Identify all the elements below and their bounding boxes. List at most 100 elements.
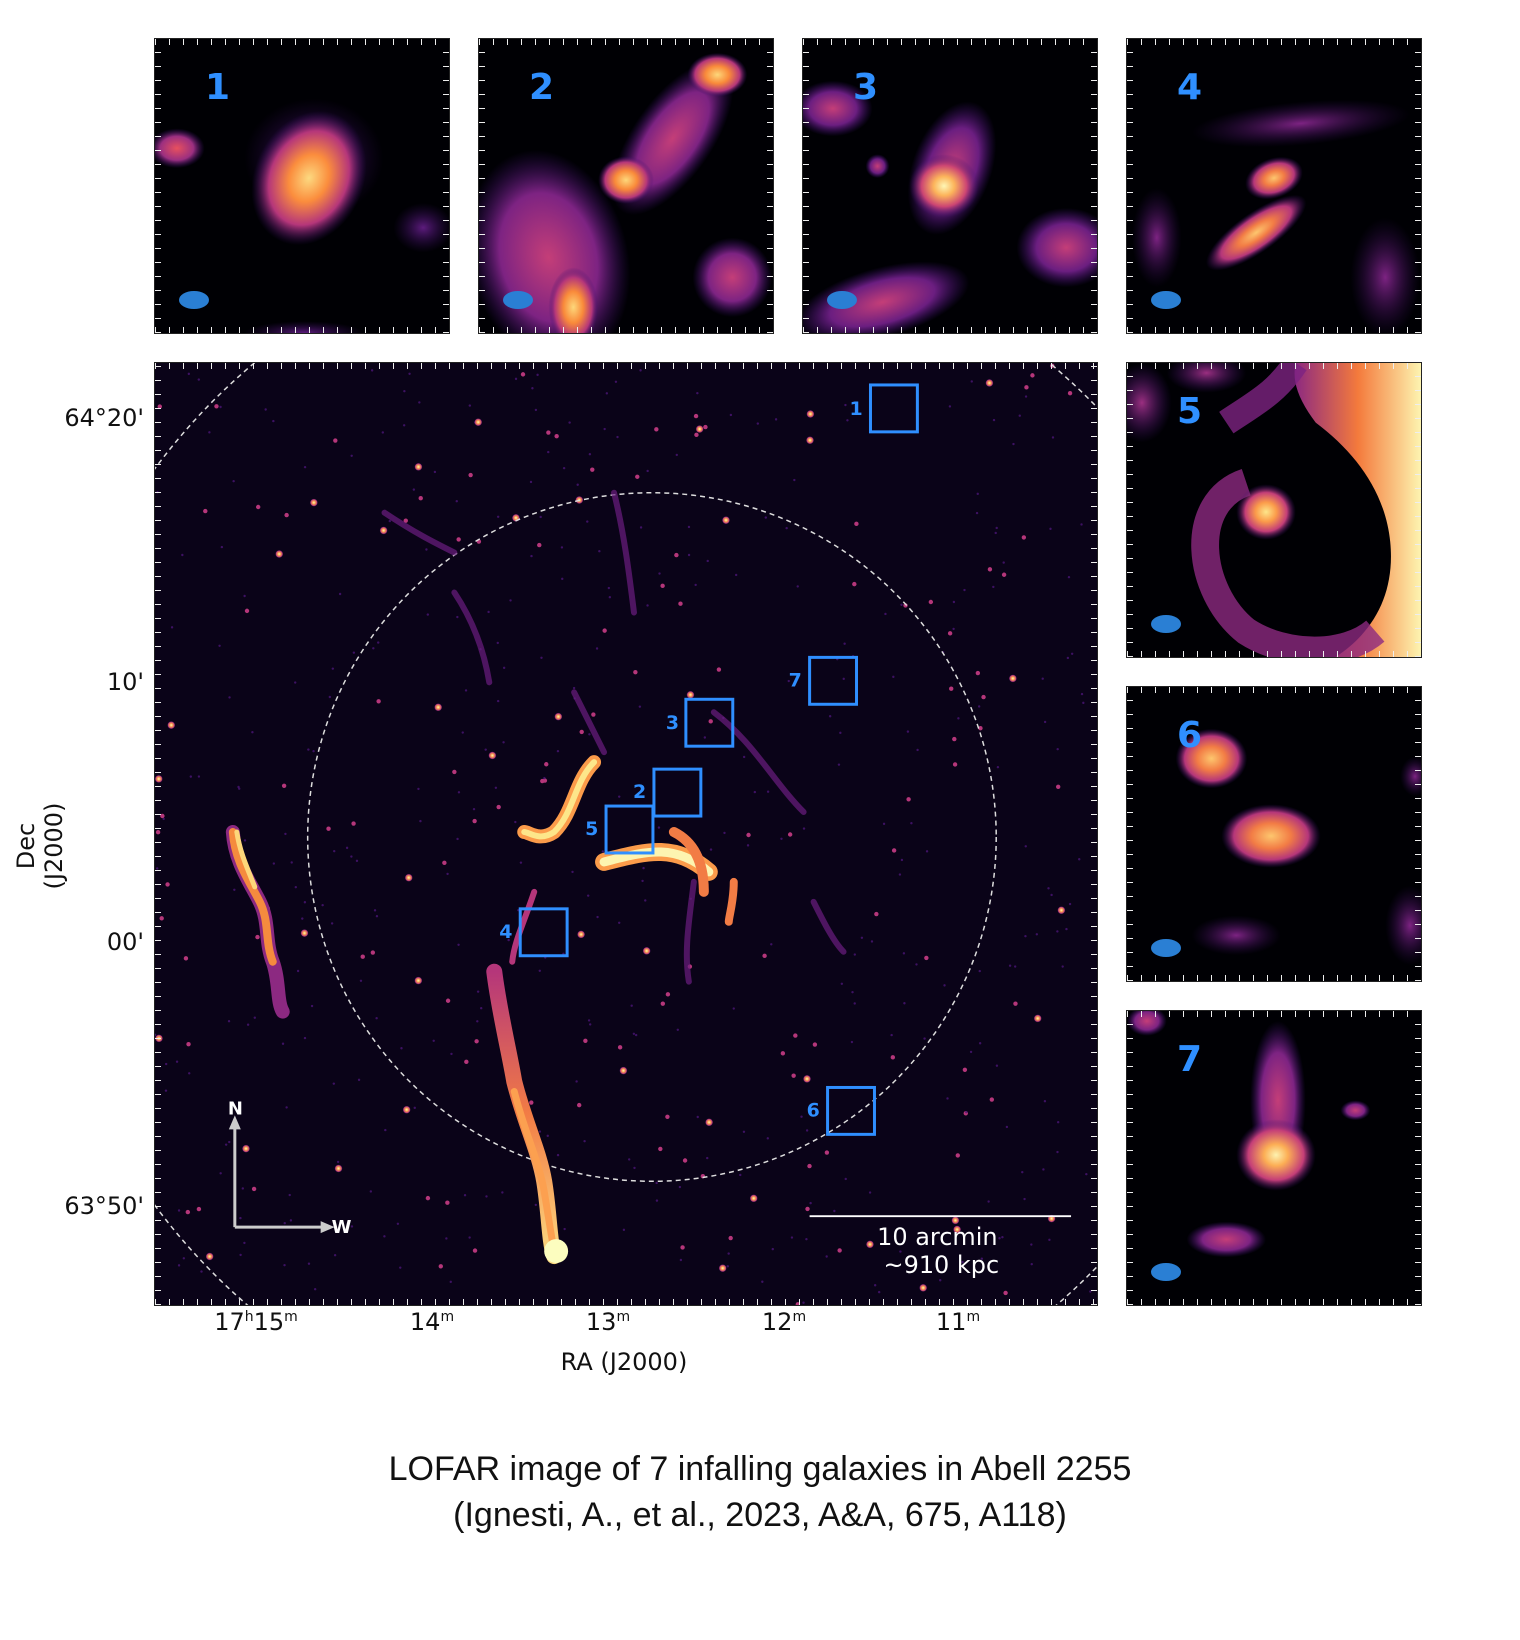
point-source	[1056, 747, 1059, 751]
point-source	[1051, 436, 1055, 439]
point-source	[660, 583, 665, 589]
point-source	[577, 1102, 582, 1108]
point-source	[995, 526, 998, 530]
point-source	[496, 699, 500, 703]
point-source	[947, 631, 953, 636]
point-source	[576, 483, 579, 486]
compass-north-label: N	[228, 1098, 243, 1119]
point-source	[197, 378, 201, 381]
target-box-1[interactable]	[868, 383, 919, 434]
point-source	[228, 1140, 231, 1144]
point-source	[185, 1209, 191, 1215]
point-source	[157, 404, 162, 409]
point-source	[402, 1105, 411, 1114]
point-source	[238, 787, 241, 790]
point-source	[399, 1266, 402, 1269]
point-source	[438, 1264, 443, 1269]
point-source	[1048, 1238, 1051, 1242]
point-source	[457, 943, 460, 946]
point-source	[617, 1045, 623, 1050]
target-box-6[interactable]	[826, 1085, 876, 1136]
figure-caption-reference: (Ignesti, A., et al., 2023, A&A, 675, A1…	[453, 1496, 1067, 1534]
point-source	[591, 712, 596, 717]
point-source	[402, 424, 406, 427]
point-source	[766, 1137, 769, 1140]
inset-panel-3: 3	[802, 38, 1098, 334]
point-source	[155, 830, 161, 835]
point-source	[598, 550, 601, 553]
point-source	[156, 491, 159, 494]
inset-label-6: 6	[1177, 715, 1203, 756]
point-source	[806, 410, 815, 418]
point-source	[300, 929, 309, 938]
target-box-5[interactable]	[604, 804, 655, 855]
point-source	[355, 859, 359, 863]
point-source	[502, 666, 506, 670]
point-source	[350, 1225, 354, 1228]
point-source	[1055, 784, 1061, 789]
point-source	[780, 837, 783, 840]
point-source	[919, 1283, 928, 1292]
point-source	[837, 763, 841, 766]
point-source	[995, 1064, 999, 1067]
point-source	[164, 1089, 168, 1092]
point-source	[638, 705, 642, 708]
point-source	[543, 776, 546, 780]
point-source	[1030, 1243, 1033, 1246]
point-source	[468, 404, 472, 407]
point-source	[910, 822, 913, 825]
target-box-2[interactable]	[652, 767, 703, 818]
point-source	[1080, 523, 1083, 526]
beam-ellipse-icon	[1151, 939, 1181, 957]
point-source	[915, 963, 918, 966]
point-source	[992, 418, 996, 422]
point-source	[303, 465, 307, 469]
point-source	[682, 1158, 688, 1163]
point-source	[665, 1114, 670, 1119]
point-source	[996, 765, 1000, 769]
point-source	[976, 492, 979, 496]
point-source	[583, 1139, 586, 1143]
point-source	[251, 731, 254, 734]
scale-bar-physical-label: ~910 kpc	[884, 1251, 1000, 1279]
point-source	[164, 1062, 168, 1066]
point-source	[787, 832, 793, 837]
point-source	[1024, 934, 1027, 938]
point-source	[803, 1074, 812, 1083]
point-source	[181, 553, 184, 557]
southern-tail	[486, 963, 569, 1265]
point-source	[241, 1187, 245, 1190]
point-source	[787, 679, 790, 683]
point-source	[167, 721, 176, 730]
point-source	[809, 1201, 812, 1205]
point-source	[1078, 858, 1081, 861]
point-source	[1068, 902, 1072, 906]
target-box-7[interactable]	[808, 655, 859, 706]
point-source	[882, 822, 886, 826]
point-source	[1082, 701, 1085, 705]
target-box-4[interactable]	[518, 907, 569, 958]
point-source	[373, 909, 377, 912]
point-source	[434, 703, 443, 712]
point-source	[793, 1033, 798, 1038]
point-source	[228, 696, 231, 699]
point-source	[417, 787, 420, 791]
point-source	[890, 1033, 893, 1037]
point-source	[472, 1248, 478, 1253]
point-source	[943, 984, 946, 987]
point-source	[639, 369, 642, 372]
point-source	[284, 832, 287, 836]
point-source	[288, 1193, 291, 1197]
point-source	[906, 797, 911, 802]
inset-7-image	[1127, 1011, 1421, 1305]
point-source	[850, 1040, 854, 1044]
point-source	[627, 1158, 631, 1161]
point-source	[433, 470, 437, 474]
point-source	[588, 453, 592, 456]
target-box-3[interactable]	[684, 697, 735, 748]
point-source	[978, 726, 983, 731]
point-source	[162, 817, 165, 821]
point-source	[501, 1191, 504, 1194]
point-source	[618, 921, 621, 925]
point-source	[583, 1038, 588, 1043]
